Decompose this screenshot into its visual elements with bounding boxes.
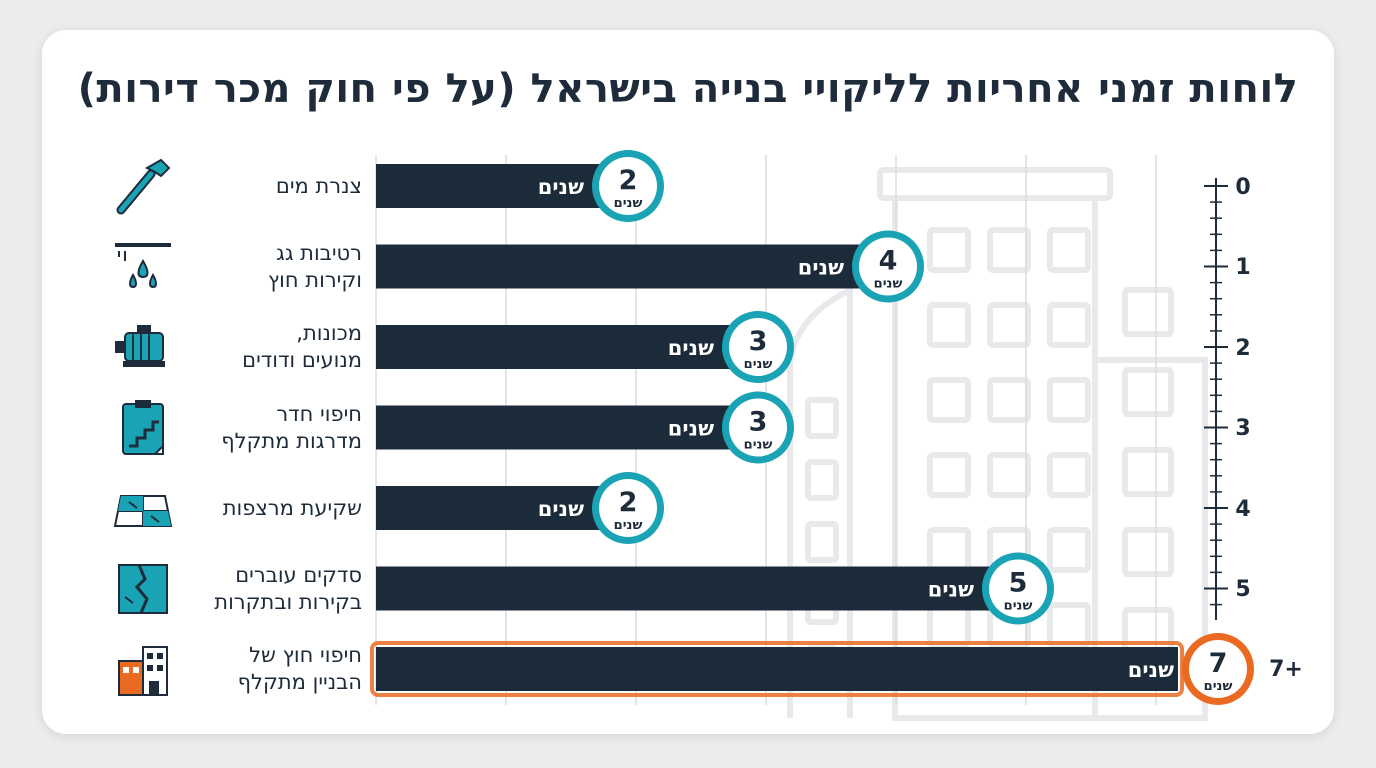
watermark-window <box>1122 287 1174 337</box>
category-label: צנרת מים <box>162 173 362 200</box>
badge-face <box>989 559 1047 618</box>
bar <box>376 405 736 450</box>
category-label-line: מכונות, <box>296 321 362 345</box>
watermark-window <box>1047 452 1091 498</box>
bar-unit-label: שנים <box>668 417 714 441</box>
bar <box>376 244 866 289</box>
category-label: רטיבות גג וקירות חוץ <box>162 240 362 294</box>
category-label-line: סדקים עוברים <box>235 562 362 587</box>
category-label-line: חיפוי חדר <box>276 401 362 426</box>
watermark-window <box>987 227 1031 273</box>
badge-unit: שנים <box>1204 679 1233 694</box>
badge-value: 3 <box>749 407 768 438</box>
watermark-window <box>1047 602 1091 648</box>
watermark-window <box>987 377 1031 423</box>
badge-value: 5 <box>1009 568 1028 599</box>
bar <box>376 566 996 611</box>
bar-unit-label: שנים <box>928 578 974 602</box>
bar-unit-label: שנים <box>538 497 584 521</box>
category-label-line: צנרת מים <box>275 173 362 198</box>
pipe-wrench-icon <box>116 158 171 215</box>
badge-face <box>729 398 787 457</box>
watermark-window <box>927 602 971 648</box>
watermark-window <box>927 452 971 498</box>
watermark-window <box>805 521 839 563</box>
category-label: מכונות, מנועים ודודים <box>162 320 362 374</box>
watermark-window <box>1122 367 1174 417</box>
watermark-window <box>927 302 971 348</box>
category-label-line: שקיעת מרצפות <box>222 495 362 520</box>
badge-unit: שנים <box>744 438 773 453</box>
axis-tick-label: 7+ <box>1269 657 1303 682</box>
cracked-wall-icon <box>118 563 168 614</box>
clipboard-stairs-icon <box>122 399 164 455</box>
axis-tick-label: 3 <box>1235 416 1250 441</box>
badge-face <box>729 318 787 376</box>
category-label-line: מדרגות מתקלף <box>221 428 362 453</box>
motor-icon <box>115 325 165 367</box>
axis-tick-label: 0 <box>1235 175 1250 200</box>
category-label: חיפוי חוץ של הבניין מתקלף <box>162 642 362 696</box>
watermark-window <box>1122 527 1174 577</box>
category-label-line: חיפוי חוץ של <box>249 643 362 667</box>
badge-unit: שנים <box>614 196 643 211</box>
watermark-right-wing <box>1092 357 1208 721</box>
category-label: חיפוי חדר מדרגות מתקלף <box>162 401 362 455</box>
watermark-left-wing <box>787 285 853 718</box>
bar <box>376 164 606 208</box>
chart-card <box>42 30 1334 734</box>
category-label-line: מנועים ודודים <box>242 348 362 372</box>
watermark-window <box>1047 227 1091 273</box>
bar-unit-label: שנים <box>668 336 714 360</box>
bar-unit-label: שנים <box>1128 658 1174 682</box>
category-label-line: רטיבות גג <box>276 240 362 265</box>
category-label-line: הבניין מתקלף <box>237 670 362 694</box>
cracked-tiles-icon <box>113 495 173 527</box>
category-label: סדקים עוברים בקירות ובתקרות <box>162 562 362 616</box>
category-label-line: בקירות ובתקרות <box>214 589 362 614</box>
watermark-roof <box>877 167 1113 201</box>
watermark-window <box>1047 302 1091 348</box>
chart-title: לוחות זמני אחריות לליקויי בנייה בישראל (… <box>77 66 1299 112</box>
bar <box>376 486 606 530</box>
bar-unit-label: שנים <box>798 256 844 280</box>
badge-face <box>859 237 917 296</box>
badge-unit: שנים <box>1004 599 1033 614</box>
building-facade-icon <box>118 646 168 696</box>
badge-value: 4 <box>879 246 898 277</box>
watermark-window <box>805 459 839 501</box>
badge-face <box>599 479 657 537</box>
watermark-window <box>927 227 971 273</box>
badge-unit: שנים <box>744 357 773 372</box>
badge-value: 7 <box>1209 648 1228 679</box>
watermark-window <box>927 377 971 423</box>
badge-unit: שנים <box>614 518 643 533</box>
water-drops-icon <box>115 242 171 288</box>
badge-face <box>599 157 657 215</box>
watermark-window <box>987 452 1031 498</box>
category-label-line: וקירות חוץ <box>267 267 362 292</box>
badge-value: 2 <box>619 487 638 518</box>
badge-unit: שנים <box>874 277 903 292</box>
axis-tick-label: 4 <box>1235 497 1250 522</box>
bar-unit-label: שנים <box>538 175 584 199</box>
axis-tick-label: 5 <box>1235 577 1250 602</box>
axis-tick-label: 1 <box>1235 255 1250 280</box>
watermark-window <box>927 527 971 573</box>
badge-value: 3 <box>749 326 768 357</box>
badge-face <box>1189 640 1247 698</box>
badge-value: 2 <box>619 165 638 196</box>
watermark-window <box>1047 527 1091 573</box>
axis-tick-label: 2 <box>1235 336 1250 361</box>
watermark-window <box>1122 447 1174 497</box>
watermark-window <box>1047 377 1091 423</box>
watermark-window <box>987 302 1031 348</box>
watermark-window <box>805 397 839 439</box>
category-label: שקיעת מרצפות <box>162 495 362 522</box>
bar <box>376 325 736 369</box>
bar <box>376 647 1178 691</box>
